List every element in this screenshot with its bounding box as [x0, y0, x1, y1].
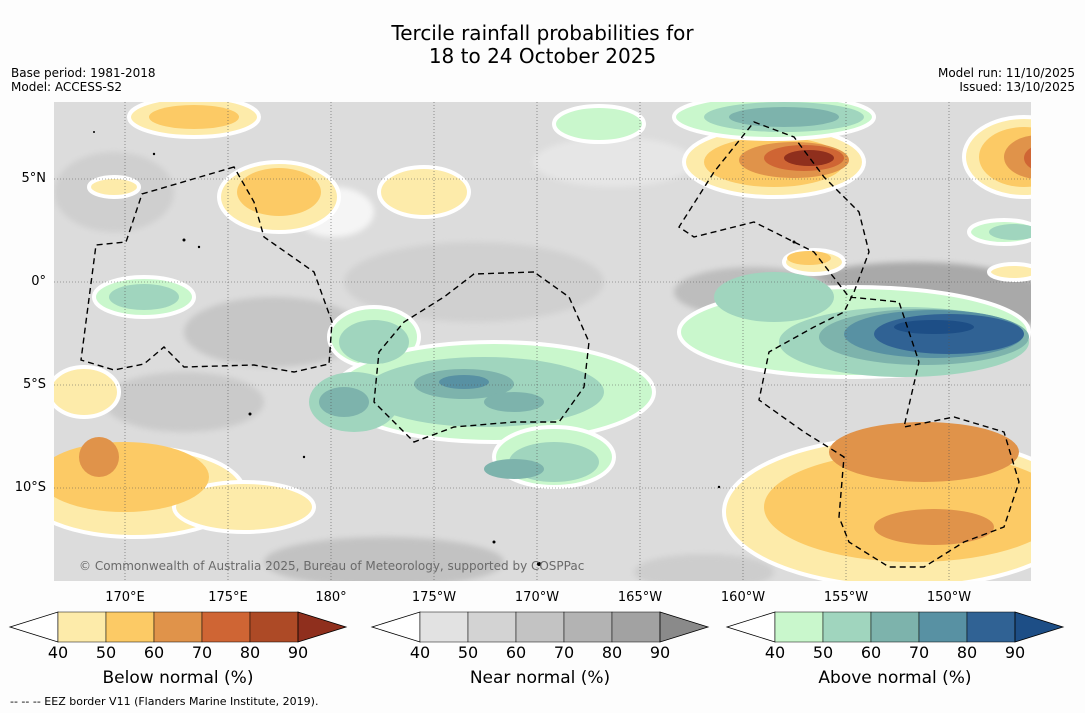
cb-near-tick-90: 90 [649, 643, 671, 662]
cb-near-tick-50: 50 [457, 643, 479, 662]
cb-above-tick-70: 70 [908, 643, 930, 662]
cb-below-tick-90: 90 [287, 643, 309, 662]
colorbar-near-extend-low [370, 611, 421, 643]
colorbar-above-bin [774, 611, 824, 643]
cb-near-tick-60: 60 [505, 643, 527, 662]
colorbar-below-label: Below normal (%) [102, 668, 254, 688]
eez-tuvalu [373, 271, 590, 443]
colorbar-below-bin [153, 611, 203, 643]
cb-near-tick-40: 40 [409, 643, 431, 662]
colorbar-near-bin [467, 611, 517, 643]
lon-label-180: 180° [315, 590, 347, 605]
colorbar-near-bin [611, 611, 661, 643]
colorbar-below-bin [201, 611, 251, 643]
lat-label-0: 0° [31, 274, 46, 289]
colorbar-near-bin [563, 611, 613, 643]
colorbar-near-label: Near normal (%) [469, 668, 611, 688]
cb-above-tick-60: 60 [860, 643, 882, 662]
colorbar-below-extend-high [297, 611, 348, 643]
meta-right: Model run: 11/10/2025 Issued: 13/10/2025 [938, 66, 1075, 94]
cb-above-tick-80: 80 [956, 643, 978, 662]
colorbar-below-bin [57, 611, 107, 643]
colorbar-near-bin [515, 611, 565, 643]
colorbar-above-bin [966, 611, 1016, 643]
colorbar-above-label: Above normal (%) [818, 668, 972, 688]
cb-below-tick-40: 40 [47, 643, 69, 662]
colorbar-below [8, 611, 348, 643]
lat-label-5s: 5°S [22, 377, 46, 392]
title-line-1: Tercile rainfall probabilities for [391, 21, 694, 45]
copyright-note: © Commonwealth of Australia 2025, Bureau… [79, 559, 585, 573]
cb-below-tick-70: 70 [191, 643, 213, 662]
title-line-2: 18 to 24 October 2025 [428, 44, 657, 68]
model-name: Model: ACCESS-S2 [11, 80, 123, 94]
lon-label-175e: 175°E [208, 590, 248, 605]
probability-map [54, 102, 1031, 581]
lat-label-10s: 10°S [14, 480, 46, 495]
lon-label-170w: 170°W [514, 590, 560, 605]
colorbar-below-extend-low [8, 611, 59, 643]
colorbar-near-extend-high [659, 611, 710, 643]
cb-below-tick-80: 80 [239, 643, 261, 662]
issued-date: Issued: 13/10/2025 [959, 80, 1075, 94]
above-normal-field [92, 102, 1031, 489]
graticule [54, 102, 1031, 581]
islands [93, 131, 796, 566]
lon-label-170e: 170°E [105, 590, 145, 605]
lon-label-165w: 165°W [617, 590, 663, 605]
colorbar-below-bin [105, 611, 155, 643]
colorbar-near [370, 611, 710, 643]
eez-kiribati-line [678, 121, 1020, 568]
map-title: Tercile rainfall probabilities for 18 to… [0, 22, 1085, 68]
lat-label-5n: 5°N [21, 171, 47, 186]
colorbars [8, 611, 1065, 643]
colorbar-above-extend-high [1014, 611, 1065, 643]
cb-near-tick-70: 70 [553, 643, 575, 662]
colorbar-above [725, 611, 1065, 643]
cb-above-tick-90: 90 [1004, 643, 1026, 662]
colorbar-above-bin [870, 611, 920, 643]
colorbar-above-extend-low [725, 611, 776, 643]
cb-near-tick-80: 80 [601, 643, 623, 662]
lon-label-155w: 155°W [823, 590, 869, 605]
lon-label-150w: 150°W [926, 590, 972, 605]
eez-kiribati-gilberts [80, 166, 333, 373]
lon-label-175w: 175°W [411, 590, 457, 605]
cb-above-tick-40: 40 [764, 643, 786, 662]
eez-footnote: -- -- -- EEZ border V11 (Flanders Marine… [10, 695, 319, 708]
colorbar-below-bin [249, 611, 299, 643]
cb-below-tick-50: 50 [95, 643, 117, 662]
eez-borders [80, 121, 1020, 568]
colorbar-above-bin [822, 611, 872, 643]
model-run: Model run: 11/10/2025 [937, 66, 1075, 80]
meta-left: Base period: 1981-2018 Model: ACCESS-S2 [11, 66, 156, 94]
below-normal-field [54, 102, 1031, 581]
cb-below-tick-60: 60 [143, 643, 165, 662]
colorbar-above-bin [918, 611, 968, 643]
base-period: Base period: 1981-2018 [11, 66, 156, 80]
cb-above-tick-50: 50 [812, 643, 834, 662]
colorbar-near-bin [419, 611, 469, 643]
lon-label-160w: 160°W [720, 590, 766, 605]
